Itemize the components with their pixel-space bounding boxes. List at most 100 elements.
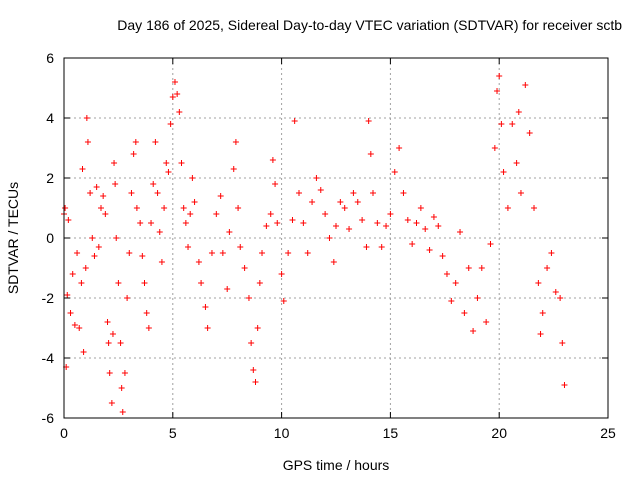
- data-point: [67, 310, 74, 316]
- data-point: [515, 109, 522, 115]
- data-point: [365, 118, 372, 124]
- data-point: [478, 265, 485, 271]
- data-point: [217, 193, 224, 199]
- data-points: [61, 73, 568, 415]
- data-point: [561, 382, 568, 388]
- data-point: [208, 250, 215, 256]
- data-point: [435, 223, 442, 229]
- data-point: [118, 385, 125, 391]
- data-point: [317, 187, 324, 193]
- data-point: [154, 190, 161, 196]
- data-point: [62, 205, 69, 211]
- data-point: [491, 145, 498, 151]
- y-tick-label: 2: [46, 170, 54, 186]
- data-point: [117, 340, 124, 346]
- data-point: [141, 280, 148, 286]
- data-point: [285, 250, 292, 256]
- data-point: [126, 250, 133, 256]
- data-point: [158, 259, 165, 265]
- data-point: [304, 250, 311, 256]
- data-point: [417, 205, 424, 211]
- data-point: [396, 145, 403, 151]
- data-point: [112, 181, 119, 187]
- data-point: [79, 166, 86, 172]
- data-point: [426, 247, 433, 253]
- data-point: [237, 244, 244, 250]
- data-point: [235, 205, 242, 211]
- data-point: [250, 367, 257, 373]
- data-point: [108, 400, 115, 406]
- data-point: [105, 340, 112, 346]
- data-point: [69, 271, 76, 277]
- data-point: [309, 199, 316, 205]
- data-point: [150, 181, 157, 187]
- data-point: [163, 160, 170, 166]
- data-point: [93, 184, 100, 190]
- data-point: [531, 205, 538, 211]
- data-point: [280, 298, 287, 304]
- y-axis-ticks: -6 -4 -2 0 2 4 6: [42, 50, 608, 426]
- data-point: [400, 190, 407, 196]
- data-point: [102, 211, 109, 217]
- data-point: [383, 223, 390, 229]
- data-point: [167, 121, 174, 127]
- data-point: [152, 139, 159, 145]
- data-point: [109, 331, 116, 337]
- data-point: [198, 280, 205, 286]
- y-tick-label: 0: [46, 230, 54, 246]
- data-point: [378, 244, 385, 250]
- data-point: [241, 265, 248, 271]
- data-point: [359, 217, 366, 223]
- data-point: [174, 91, 181, 97]
- data-point: [169, 94, 176, 100]
- data-point: [367, 151, 374, 157]
- data-point: [439, 253, 446, 259]
- data-point: [363, 244, 370, 250]
- data-point: [457, 229, 464, 235]
- data-point: [326, 235, 333, 241]
- data-point: [176, 109, 183, 115]
- data-point: [256, 280, 263, 286]
- data-point: [341, 205, 348, 211]
- data-point: [111, 160, 118, 166]
- data-point: [71, 322, 78, 328]
- data-point: [313, 175, 320, 181]
- data-point: [65, 217, 72, 223]
- data-point: [187, 211, 194, 217]
- data-point: [413, 220, 420, 226]
- data-point: [185, 244, 192, 250]
- data-point: [443, 271, 450, 277]
- data-point: [487, 241, 494, 247]
- data-point: [97, 205, 104, 211]
- data-point: [496, 73, 503, 79]
- data-point: [544, 265, 551, 271]
- data-point: [513, 160, 520, 166]
- data-point: [539, 310, 546, 316]
- y-tick-label: 4: [46, 110, 54, 126]
- data-point: [274, 220, 281, 226]
- data-point: [557, 295, 564, 301]
- x-axis-ticks: 0 5 10 15 20 25: [60, 58, 616, 441]
- y-tick-label: -4: [42, 350, 55, 366]
- data-point: [330, 259, 337, 265]
- data-point: [391, 169, 398, 175]
- data-point: [119, 409, 126, 415]
- data-point: [224, 286, 231, 292]
- data-point: [559, 340, 566, 346]
- data-point: [272, 181, 279, 187]
- data-point: [230, 166, 237, 172]
- data-point: [64, 292, 71, 298]
- data-point: [128, 190, 135, 196]
- data-point: [448, 298, 455, 304]
- data-point: [465, 265, 472, 271]
- x-tick-label: 15: [383, 425, 399, 441]
- data-point: [180, 205, 187, 211]
- data-point: [289, 217, 296, 223]
- data-point: [161, 205, 168, 211]
- data-point: [500, 169, 507, 175]
- y-tick-label: -2: [42, 290, 55, 306]
- data-point: [498, 121, 505, 127]
- y-tick-label: 6: [46, 50, 54, 66]
